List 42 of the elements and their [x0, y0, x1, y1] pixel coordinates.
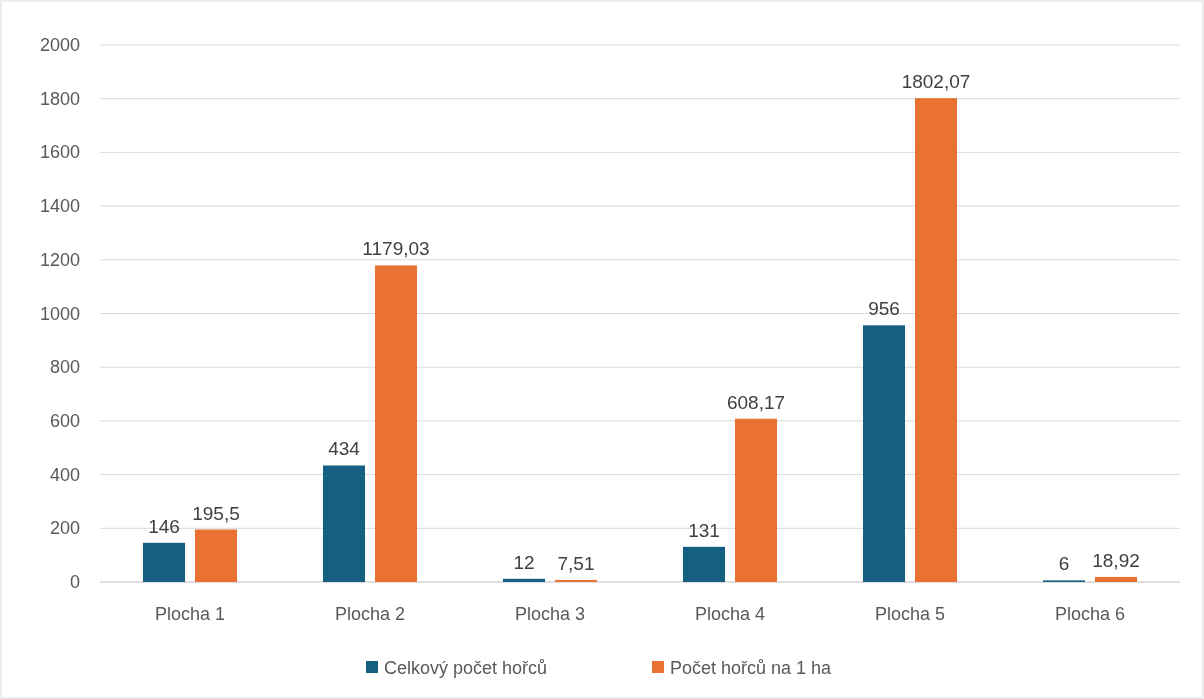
y-tick-label: 600 — [49, 410, 80, 431]
y-tick-label: 1200 — [39, 249, 80, 270]
x-tick-label: Plocha 1 — [154, 604, 226, 624]
data-label: 12 — [513, 551, 535, 573]
y-tick-label: 200 — [49, 518, 80, 539]
bar — [143, 542, 185, 582]
bar — [1095, 576, 1137, 582]
x-tick-label: Plocha 5 — [874, 604, 946, 624]
bar — [915, 98, 957, 582]
legend-label: Celkový počet hořců — [384, 658, 548, 678]
x-tick-label: Plocha 6 — [1054, 604, 1126, 624]
y-tick-label: 400 — [49, 464, 80, 485]
y-tick-label: 1000 — [39, 303, 80, 324]
x-tick-label: Plocha 4 — [694, 604, 766, 624]
x-tick-label: Plocha 2 — [334, 604, 406, 624]
x-tick-label: Plocha 3 — [514, 604, 586, 624]
data-label: 1802,07 — [901, 71, 971, 93]
bar — [503, 578, 545, 582]
y-tick-label: 0 — [69, 572, 80, 592]
data-label: 6 — [1058, 553, 1070, 575]
y-tick-label: 1600 — [39, 142, 80, 163]
data-label: 146 — [148, 515, 180, 537]
bar — [555, 579, 597, 582]
y-tick-label: 800 — [49, 357, 80, 378]
data-label: 18,92 — [1092, 549, 1140, 571]
y-tick-label: 1400 — [39, 196, 80, 217]
bar — [195, 529, 237, 582]
data-label: 434 — [328, 438, 361, 460]
y-tick-label: 2000 — [39, 35, 80, 55]
bar — [683, 546, 725, 582]
data-label: 956 — [868, 298, 900, 320]
bar — [375, 265, 417, 582]
data-label: 7,51 — [557, 552, 595, 574]
data-label: 195,5 — [192, 502, 240, 524]
bar — [323, 465, 365, 582]
legend-label: Počet hořců na 1 ha — [670, 658, 833, 678]
bar — [863, 325, 905, 582]
y-tick-label: 1800 — [39, 88, 80, 109]
data-label: 608,17 — [726, 391, 786, 413]
data-label: 1179,03 — [362, 238, 430, 260]
bar — [735, 418, 777, 582]
data-label: 131 — [688, 519, 720, 541]
